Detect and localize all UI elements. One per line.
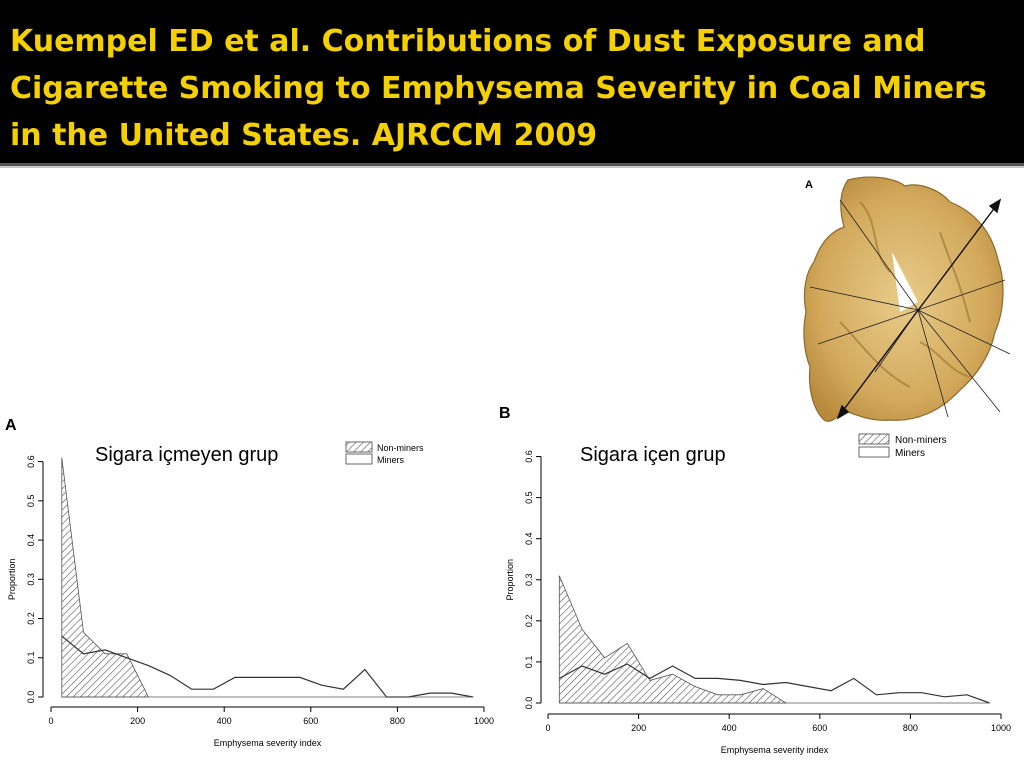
y-tick-label: 0.3 — [26, 573, 36, 586]
y-tick-label: 0.5 — [524, 491, 534, 504]
x-tick-label: 1000 — [474, 716, 494, 726]
x-tick-label: 0 — [545, 723, 550, 733]
x-tick-label: 400 — [722, 723, 737, 733]
title-divider-light — [0, 166, 1024, 168]
inset-legend-label-miners: Miners — [895, 448, 925, 459]
chart-panel-a: A 0.0 0.1 0.2 0.3 0.4 0.5 0.6 0 200 400 600 800 1000… — [5, 417, 494, 748]
legend-label-miners: Miners — [377, 455, 405, 465]
title-divider — [0, 163, 1024, 166]
y-tick-label: 0.0 — [26, 691, 36, 704]
y-axis-title: Proportion — [505, 559, 515, 601]
orientation-arrow — [836, 198, 1002, 420]
x-tick-label: 400 — [217, 716, 232, 726]
y-tick-label: 0.3 — [524, 574, 534, 587]
inset-legend-swatch-non-miners — [858, 433, 890, 445]
y-tick-label: 0.6 — [524, 450, 534, 463]
slide-title: Kuempel ED et al. Contributions of Dust … — [10, 24, 987, 153]
y-tick-label: 0.2 — [26, 612, 36, 625]
series-line-miners — [559, 663, 990, 704]
y-tick-label: 0.0 — [524, 697, 534, 710]
caption-smokers: Sigara içen grup — [580, 444, 726, 466]
y-tick-label: 0.1 — [524, 656, 534, 669]
legend-label-non-miners: Non-miners — [377, 443, 424, 453]
section-lines — [809, 199, 1011, 418]
x-tick-label: 200 — [631, 723, 646, 733]
inset-legend: Non-miners Miners — [858, 433, 947, 459]
series-area-non-miners — [61, 457, 150, 698]
x-tick-label: 800 — [390, 716, 405, 726]
x-tick-label: 1000 — [991, 723, 1011, 733]
inset-legend-swatch-miners — [858, 446, 890, 458]
x-tick-label: 200 — [130, 716, 145, 726]
chart-legend-a: Non-miners Miners — [345, 441, 424, 465]
panel-label-b: B — [499, 405, 511, 422]
y-axis-title: Proportion — [7, 559, 17, 601]
series-area-non-miners — [558, 575, 788, 704]
caption-non-smokers: Sigara içmeyen grup — [95, 444, 279, 466]
y-tick-label: 0.4 — [524, 532, 534, 545]
x-tick-label: 600 — [812, 723, 827, 733]
y-tick-label: 0.5 — [26, 495, 36, 508]
lung-section-image: A — [803, 176, 1011, 422]
central-void — [892, 252, 918, 312]
inset-legend-label-non-miners: Non-miners — [895, 435, 947, 446]
x-axis-title: Emphysema severity index — [214, 738, 322, 748]
x-tick-label: 600 — [303, 716, 318, 726]
legend-swatch-non-miners — [345, 441, 373, 453]
y-tick-label: 0.6 — [26, 455, 36, 468]
title-bar — [0, 0, 1024, 163]
y-tick-label: 0.4 — [26, 534, 36, 547]
x-tick-label: 800 — [903, 723, 918, 733]
chart-panel-b: B 0.0 0.1 0.2 0.3 0.4 0.5 0.6 0 200 400 600 800 1000… — [499, 405, 1011, 755]
x-axis-title: Emphysema severity index — [721, 745, 829, 755]
y-tick-label: 0.2 — [524, 615, 534, 628]
tissue-texture — [839, 201, 971, 388]
x-tick-label: 0 — [48, 716, 53, 726]
panel-label-a: A — [5, 417, 17, 434]
legend-swatch-miners — [345, 453, 373, 465]
y-tick-label: 0.1 — [26, 652, 36, 665]
inset-panel-label: A — [805, 179, 813, 191]
